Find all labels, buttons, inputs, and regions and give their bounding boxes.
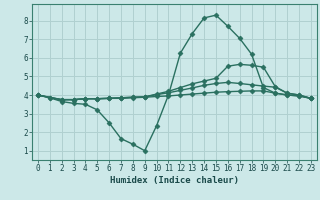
- X-axis label: Humidex (Indice chaleur): Humidex (Indice chaleur): [110, 176, 239, 185]
